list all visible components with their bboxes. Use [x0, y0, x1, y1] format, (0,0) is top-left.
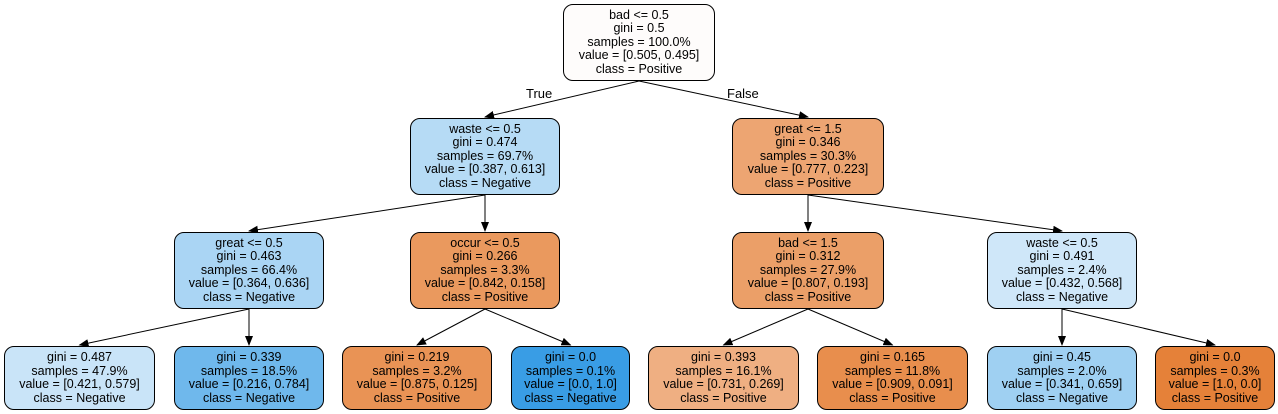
- node-text-line: value = [0.909, 0.091]: [832, 377, 953, 391]
- tree-node-n1: waste <= 0.5 gini = 0.474 samples = 69.7% v…: [410, 118, 560, 195]
- node-text-line: class = Negative: [33, 390, 126, 405]
- node-text-line: samples = 100.0%: [587, 34, 691, 49]
- edge-n5-l6: [807, 308, 894, 346]
- node-text-line: class = Negative: [524, 390, 617, 405]
- tree-node-l5: gini = 0.393 samples = 16.1% value = [0.73…: [648, 346, 799, 410]
- tree-node-l8: gini = 0.0 samples = 0.3% value = [1.0, 0.…: [1155, 346, 1275, 410]
- node-text-line: great <= 0.5: [215, 235, 283, 250]
- edge-n4-l3: [416, 308, 486, 346]
- node-text-line: class = Negative: [202, 289, 296, 304]
- node-text-line: samples = 66.4%: [200, 262, 298, 277]
- node-text-line: value = [1.0, 0.0]: [1168, 377, 1262, 391]
- node-text-line: gini = 0.219: [384, 350, 450, 364]
- tree-node-l6: gini = 0.165 samples = 11.8% value = [0.90…: [817, 346, 968, 410]
- tree-node-l1: gini = 0.487 samples = 47.9% value = [0.42…: [4, 346, 155, 410]
- node-text-line: class = Positive: [680, 390, 767, 405]
- node-text-line: samples = 27.9%: [759, 262, 857, 277]
- node-text-line: class = Negative: [202, 390, 296, 405]
- node-text-line: bad <= 1.5: [778, 235, 838, 250]
- edge-n3-l1: [78, 308, 250, 348]
- node-text-line: value = [0.432, 0.568]: [1001, 276, 1123, 291]
- node-text-line: great <= 1.5: [774, 121, 842, 136]
- node-text-line: value = [0.0, 1.0]: [524, 377, 617, 391]
- tree-node-n5: bad <= 1.5 gini = 0.312 samples = 27.9% val…: [732, 232, 884, 309]
- node-text-line: class = Positive: [849, 390, 936, 405]
- node-text-line: gini = 0.45: [1032, 350, 1092, 364]
- tree-node-l2: gini = 0.339 samples = 18.5% value = [0.21…: [174, 346, 324, 410]
- node-text-line: samples = 47.9%: [31, 363, 128, 378]
- node-text-line: gini = 0.5: [613, 21, 665, 36]
- node-text-line: bad <= 0.5: [609, 7, 669, 22]
- node-text-line: samples = 2.0%: [1017, 363, 1107, 378]
- node-text-line: class = Positive: [764, 289, 852, 304]
- edge-root-n1: [484, 80, 640, 119]
- tree-node-l4: gini = 0.0 samples = 0.1% value = [0.0, 1.…: [511, 346, 630, 410]
- node-text-line: class = Negative: [438, 175, 532, 190]
- node-text-line: value = [0.777, 0.223]: [747, 162, 869, 177]
- node-text-line: value = [0.807, 0.193]: [747, 276, 869, 291]
- node-text-line: samples = 69.7%: [436, 148, 534, 163]
- node-text-line: gini = 0.487: [47, 350, 112, 364]
- node-text-line: class = Negative: [1015, 289, 1109, 304]
- tree-node-root: bad <= 0.5 gini = 0.5 samples = 100.0% valu…: [563, 4, 715, 81]
- node-text-line: value = [0.842, 0.158]: [424, 276, 546, 291]
- node-text-line: class = Positive: [441, 289, 529, 304]
- node-text-line: samples = 30.3%: [759, 148, 857, 163]
- node-text-line: value = [0.387, 0.613]: [424, 162, 546, 177]
- node-text-line: gini = 0.491: [1029, 249, 1095, 264]
- node-text-line: value = [0.875, 0.125]: [356, 377, 478, 391]
- node-text-line: class = Negative: [1015, 390, 1109, 405]
- node-text-line: samples = 18.5%: [200, 363, 298, 378]
- node-text-line: gini = 0.393: [691, 350, 756, 364]
- node-text-line: value = [0.505, 0.495]: [578, 48, 700, 63]
- edge-label-true: True: [526, 86, 553, 101]
- node-text-line: class = Positive: [595, 61, 683, 76]
- edge-n1-n3: [248, 194, 486, 234]
- edge-n4-l4: [484, 308, 572, 346]
- node-text-line: samples = 16.1%: [675, 363, 772, 378]
- node-text-line: class = Positive: [373, 390, 461, 405]
- node-text-line: samples = 3.2%: [372, 363, 462, 378]
- edge-n5-l5: [722, 308, 809, 346]
- node-text-line: class = Positive: [764, 175, 852, 190]
- node-text-line: gini = 0.346: [775, 135, 841, 150]
- node-text-line: samples = 3.3%: [440, 262, 530, 277]
- node-text-line: value = [0.216, 0.784]: [188, 377, 310, 391]
- node-text-line: gini = 0.463: [216, 249, 282, 264]
- node-text-line: class = Positive: [1171, 390, 1259, 405]
- node-text-line: occur <= 0.5: [450, 235, 520, 250]
- node-text-line: samples = 0.3%: [1170, 363, 1260, 378]
- node-text-line: gini = 0.165: [860, 350, 925, 364]
- edge-n6-l8: [1061, 308, 1216, 347]
- edge-n2-n6: [807, 194, 1063, 234]
- tree-node-n4: occur <= 0.5 gini = 0.266 samples = 3.3% va…: [410, 232, 560, 309]
- node-text-line: value = [0.341, 0.659]: [1001, 377, 1123, 391]
- node-text-line: waste <= 0.5: [449, 121, 521, 136]
- edge-label-false: False: [727, 86, 759, 101]
- node-text-line: gini = 0.0: [1189, 350, 1241, 364]
- tree-node-n3: great <= 0.5 gini = 0.463 samples = 66.4% v…: [174, 232, 324, 309]
- node-text-line: value = [0.731, 0.269]: [663, 377, 784, 391]
- node-text-line: waste <= 0.5: [1026, 235, 1098, 250]
- node-text-line: gini = 0.312: [775, 249, 841, 264]
- tree-node-n2: great <= 1.5 gini = 0.346 samples = 30.3% v…: [732, 118, 884, 195]
- node-text-line: gini = 0.339: [216, 350, 282, 364]
- node-text-line: value = [0.421, 0.579]: [19, 377, 140, 391]
- tree-node-l7: gini = 0.45 samples = 2.0% value = [0.341,…: [987, 346, 1137, 410]
- tree-node-n6: waste <= 0.5 gini = 0.491 samples = 2.4% va…: [987, 232, 1137, 309]
- node-text-line: samples = 2.4%: [1017, 262, 1107, 277]
- node-text-line: gini = 0.266: [452, 249, 518, 264]
- node-text-line: gini = 0.474: [452, 135, 518, 150]
- tree-node-l3: gini = 0.219 samples = 3.2% value = [0.875…: [342, 346, 492, 410]
- edge-root-n2: [638, 80, 809, 120]
- node-text-line: value = [0.364, 0.636]: [188, 276, 310, 291]
- node-text-line: samples = 11.8%: [844, 363, 941, 378]
- node-text-line: samples = 0.1%: [525, 363, 616, 378]
- node-text-line: gini = 0.0: [544, 350, 597, 364]
